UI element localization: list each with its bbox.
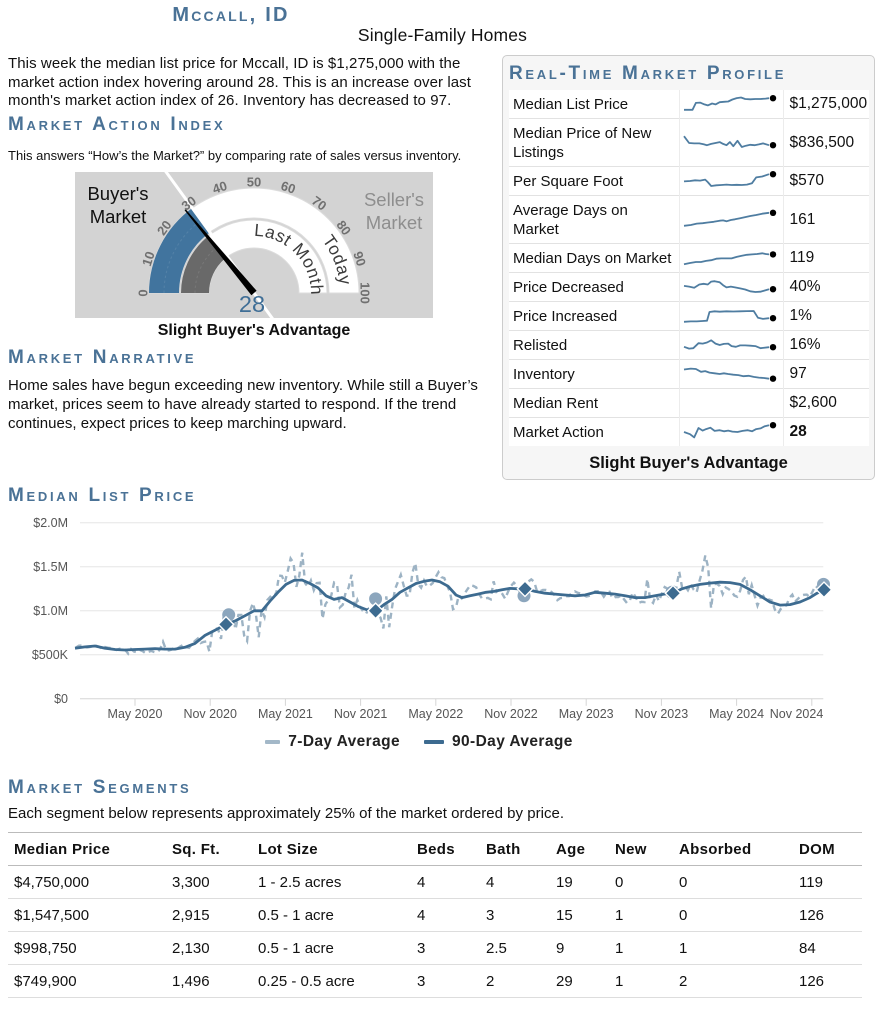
svg-text:100: 100: [358, 282, 373, 304]
svg-text:$2.0M: $2.0M: [33, 516, 68, 530]
svg-text:Market: Market: [90, 206, 147, 227]
svg-text:30: 30: [179, 193, 200, 214]
svg-text:Buyer's: Buyer's: [87, 183, 148, 204]
svg-text:May 2023: May 2023: [559, 707, 614, 721]
svg-text:$1.5M: $1.5M: [33, 560, 68, 574]
svg-text:Market: Market: [366, 212, 423, 233]
svg-text:$0: $0: [54, 692, 68, 706]
svg-text:Nov 2021: Nov 2021: [334, 707, 388, 721]
svg-text:$1.0M: $1.0M: [33, 604, 68, 618]
svg-text:Nov 2022: Nov 2022: [484, 707, 538, 721]
svg-text:90: 90: [350, 250, 369, 268]
svg-text:20: 20: [154, 218, 175, 239]
svg-text:Nov 2023: Nov 2023: [635, 707, 689, 721]
svg-text:28: 28: [239, 291, 265, 317]
svg-text:40: 40: [211, 178, 229, 197]
svg-text:10: 10: [139, 250, 158, 268]
svg-text:0: 0: [136, 289, 151, 296]
svg-text:60: 60: [279, 178, 297, 197]
svg-text:70: 70: [309, 193, 330, 214]
svg-text:Nov 2024: Nov 2024: [770, 707, 824, 721]
svg-text:Seller's: Seller's: [364, 189, 424, 210]
svg-text:May 2022: May 2022: [408, 707, 463, 721]
svg-text:Nov 2020: Nov 2020: [183, 707, 237, 721]
svg-text:$500K: $500K: [32, 648, 69, 662]
svg-text:May 2020: May 2020: [108, 707, 163, 721]
svg-text:May 2021: May 2021: [258, 707, 313, 721]
svg-text:50: 50: [247, 175, 261, 190]
svg-text:May 2024: May 2024: [709, 707, 764, 721]
svg-text:80: 80: [333, 218, 354, 239]
